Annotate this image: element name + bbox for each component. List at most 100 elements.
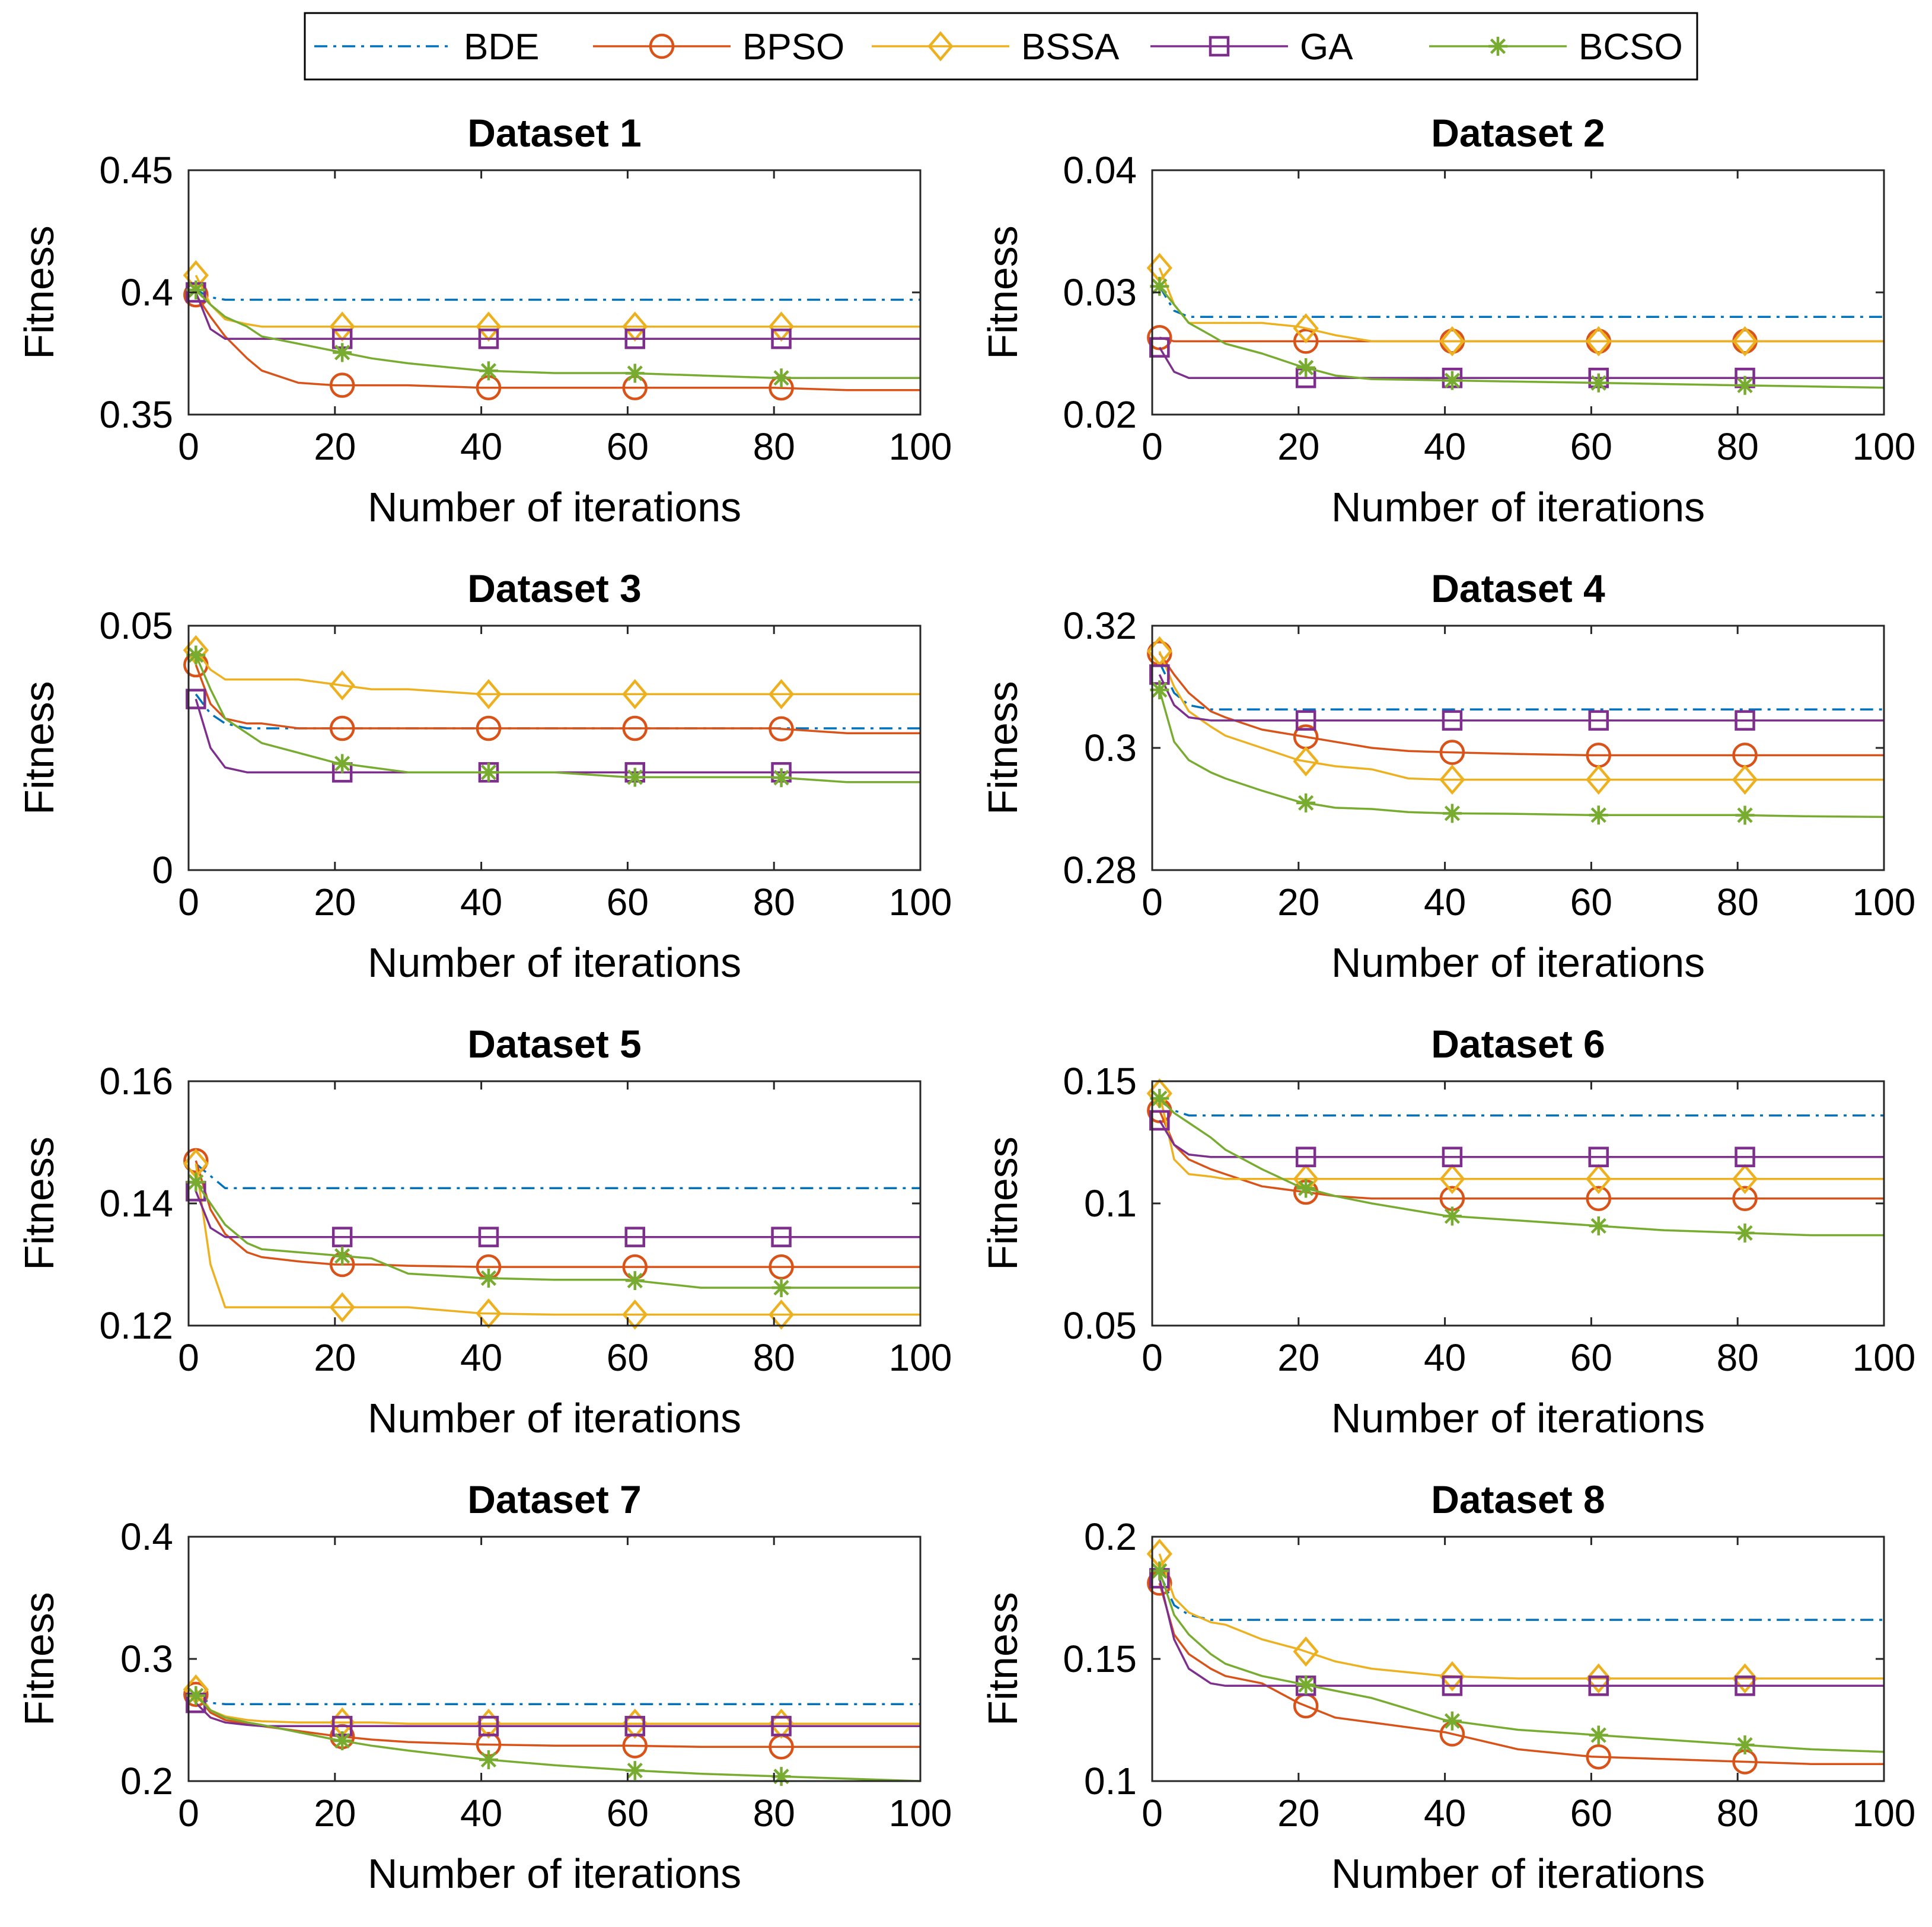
data-point-bcso: [1442, 1206, 1462, 1226]
panel-dataset-5: Dataset 5 0 20 40 60 80 100 0.12 0.14 0.16 Number …: [16, 1022, 952, 1441]
x-tick-label: 60: [607, 1792, 649, 1834]
x-tick-label: 60: [1570, 881, 1612, 923]
data-point-bpso: [476, 715, 502, 741]
data-point-bcso: [333, 754, 352, 773]
x-tick-label: 100: [1853, 425, 1916, 468]
plot-area: [1152, 170, 1884, 415]
data-point-bcso: [186, 280, 206, 300]
x-tick-label: 20: [314, 1336, 356, 1379]
series-line-bde: [195, 289, 920, 301]
x-tick-label: 0: [178, 425, 199, 468]
data-point-ga: [1588, 1676, 1609, 1696]
x-tick-label: 40: [460, 425, 502, 468]
y-tick-label: 0.45: [99, 149, 173, 192]
data-point-ga: [1295, 710, 1316, 731]
series-line-bssa: [195, 1689, 920, 1725]
y-tick-label: 0.2: [1084, 1515, 1137, 1558]
y-tick-label: 0.02: [1063, 393, 1137, 436]
data-point-bcso: [1589, 1725, 1608, 1745]
data-point-bcso: [625, 1271, 645, 1291]
data-point-ga: [331, 1227, 353, 1247]
x-tick-label: 80: [753, 425, 795, 468]
y-tick-label: 0.1: [1084, 1760, 1137, 1802]
data-point-bcso: [479, 1750, 498, 1769]
data-point-bssa: [768, 1299, 795, 1330]
x-tick-label: 0: [1142, 425, 1163, 468]
data-point-bssa: [329, 670, 355, 701]
chart-title: Dataset 1: [467, 111, 642, 155]
y-tick-label: 0.04: [1063, 149, 1137, 192]
x-tick-label: 80: [1717, 425, 1759, 468]
panel-dataset-6: Dataset 6 0 20 40 60 80 100 0.05 0.1 0.15 Number o…: [980, 1022, 1915, 1441]
x-tick-label: 60: [1570, 425, 1612, 468]
series-line-bde: [1159, 1100, 1884, 1117]
data-point-bssa: [622, 679, 648, 709]
series-line-bcso: [1158, 1571, 1885, 1753]
data-point-bssa: [1439, 1661, 1465, 1692]
y-axis-label: Fitness: [980, 225, 1026, 359]
x-tick-label: 100: [889, 881, 952, 923]
plot-area: [189, 626, 920, 870]
x-tick-label: 0: [178, 1336, 199, 1379]
series-line-ga: [1158, 674, 1884, 722]
series-group: [183, 635, 920, 788]
y-tick-label: 0.35: [99, 393, 173, 436]
data-point-bcso: [479, 361, 498, 381]
x-tick-label: 80: [1717, 881, 1759, 923]
data-point-bpso: [1439, 740, 1465, 765]
data-point-bcso: [186, 645, 206, 665]
data-point-bcso: [625, 364, 645, 383]
panel-dataset-7: Dataset 7 0 20 40 60 80 100 0.2 0.3 0.4 Number of …: [16, 1477, 952, 1897]
x-tick-label: 20: [314, 881, 356, 923]
series-line-bssa: [1158, 651, 1884, 781]
panel-dataset-3: Dataset 3 0 20 40 60 80 100 0 0.05 Number of iter…: [16, 566, 952, 986]
chart-title: Dataset 6: [1431, 1022, 1605, 1066]
data-point-ga: [1442, 710, 1463, 731]
y-tick-label: 0.05: [1063, 1304, 1137, 1347]
legend-entry-ga: GA: [1150, 27, 1353, 68]
y-axis-label: Fitness: [16, 681, 62, 815]
data-point-bssa: [768, 1708, 795, 1739]
chart-title: Dataset 3: [467, 566, 642, 610]
data-point-bcso: [333, 1246, 352, 1266]
data-point-ga: [1149, 1110, 1170, 1131]
series-line-bcso: [195, 289, 920, 379]
y-axis-label: Fitness: [16, 1136, 62, 1270]
x-tick-label: 40: [460, 881, 502, 923]
data-point-bcso: [1589, 1216, 1608, 1235]
x-tick-label: 60: [607, 1336, 649, 1379]
x-tick-label: 40: [1424, 1336, 1466, 1379]
data-point-bpso: [1293, 329, 1319, 354]
data-point-bssa: [1439, 326, 1465, 356]
data-point-ga: [1735, 1676, 1755, 1696]
data-point-bssa: [1293, 313, 1319, 344]
data-point-bcso: [1735, 1223, 1755, 1243]
data-point-ga: [478, 1716, 499, 1737]
data-point-bssa: [622, 1708, 648, 1739]
data-point-ga: [771, 329, 792, 349]
y-tick-label: 0.1: [1084, 1182, 1137, 1225]
plot-area: [189, 1537, 920, 1781]
y-tick-label: 0.15: [1063, 1060, 1137, 1103]
data-point-ga: [1149, 337, 1170, 358]
legend-entry-bcso: BCSO: [1429, 27, 1683, 68]
series-line-bde: [195, 1695, 920, 1705]
x-tick-label: 20: [1277, 1336, 1319, 1379]
x-tick-label: 100: [1853, 1336, 1916, 1379]
series-group: [183, 1148, 920, 1330]
data-point-bssa: [1439, 1164, 1465, 1195]
data-point-bcso: [1150, 680, 1169, 700]
legend-label-bde: BDE: [464, 27, 539, 68]
data-point-ga: [478, 329, 499, 349]
chart-title: Dataset 2: [1431, 111, 1605, 155]
series-line-bpso: [1158, 1582, 1884, 1765]
y-tick-label: 0.28: [1063, 849, 1137, 891]
x-tick-label: 0: [1142, 1336, 1163, 1379]
data-point-bcso: [186, 1686, 206, 1705]
x-tick-label: 100: [1853, 881, 1916, 923]
x-tick-label: 0: [178, 881, 199, 923]
data-point-ga: [1735, 1146, 1755, 1167]
x-tick-label: 40: [1424, 425, 1466, 468]
data-point-bcso: [1296, 1675, 1316, 1695]
